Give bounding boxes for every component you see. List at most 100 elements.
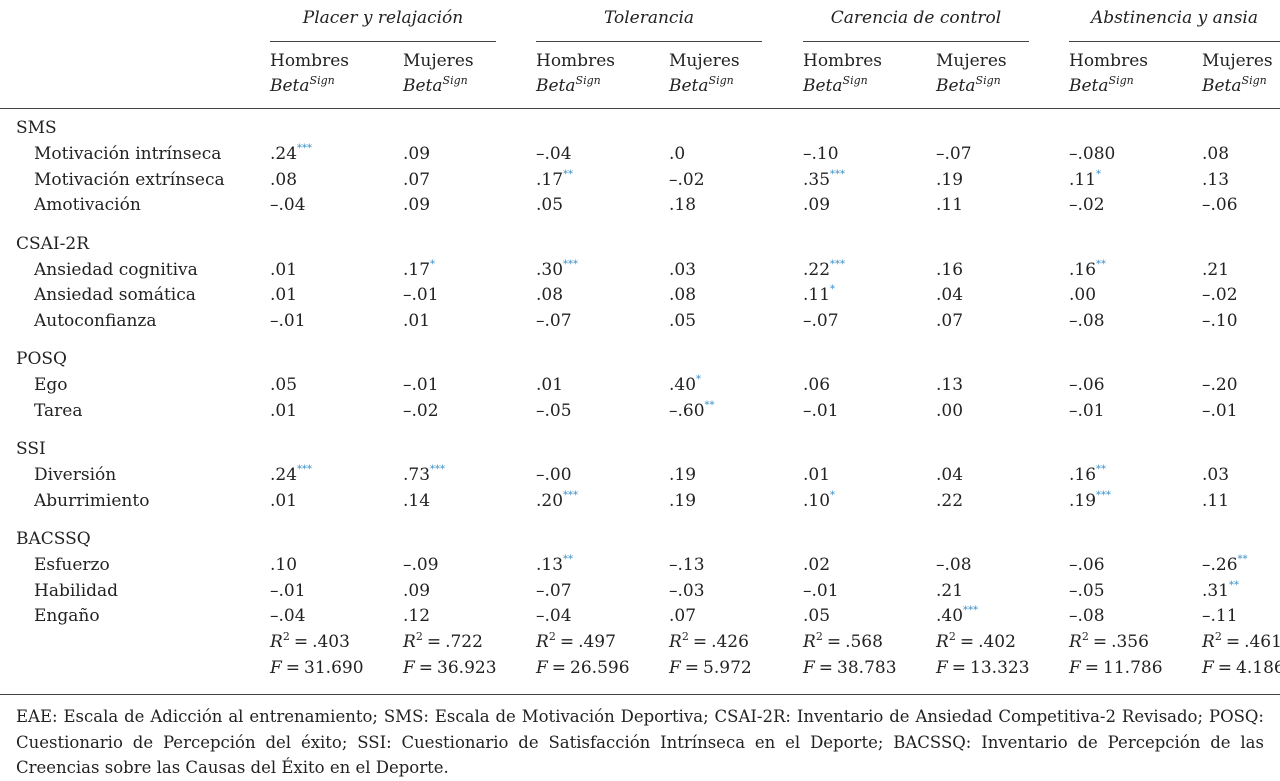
stat-sup: Sign	[708, 74, 734, 87]
r2-exp: 2	[1214, 630, 1222, 644]
cell-value: –.04	[536, 606, 572, 627]
cell: .40*	[669, 374, 701, 398]
r2-symbol: R	[536, 632, 549, 653]
f-value: 31.690	[304, 657, 364, 678]
cell-value: –.05	[536, 400, 572, 421]
cell-value: .24	[270, 465, 298, 486]
r2-symbol: R	[669, 632, 682, 653]
section-label: SSI	[16, 439, 46, 460]
r2-value: .426	[711, 632, 749, 653]
row-label: Motivación intrínseca	[34, 144, 222, 164]
cell: –.10	[803, 144, 839, 164]
cell-value: .22	[936, 490, 964, 511]
cell-value: .01	[270, 490, 298, 511]
significance: **	[1229, 579, 1240, 591]
cell: .08	[536, 285, 563, 305]
cell: .01	[803, 465, 830, 485]
cell-value: –.60	[669, 400, 705, 421]
subgroup-header: Hombres	[536, 51, 615, 71]
equals: =	[1225, 632, 1241, 653]
cell: .02	[803, 555, 830, 575]
r2-cell: R2 = .461	[1202, 630, 1280, 654]
stat-sup: Sign	[842, 74, 868, 87]
significance: *	[1096, 168, 1102, 180]
cell-value: –.02	[403, 400, 439, 421]
equals: =	[285, 657, 301, 678]
equals: =	[426, 632, 442, 653]
stat-sup: Sign	[975, 74, 1001, 87]
cell: .17**	[536, 169, 573, 193]
cell-value: .16	[1069, 465, 1097, 486]
bottom-rule	[0, 694, 1280, 695]
stat-header: BetaSign	[536, 74, 601, 98]
subgroup-header: Mujeres	[1202, 51, 1273, 71]
cell-value: .01	[270, 285, 298, 306]
cell: .12	[403, 606, 430, 626]
cell: –.02	[669, 170, 705, 190]
cell: .01	[270, 401, 297, 421]
cell: .21	[936, 581, 963, 601]
equals: =	[692, 632, 708, 653]
cell-value: –.02	[1069, 195, 1105, 216]
row-label: Motivación extrínseca	[34, 169, 225, 190]
cell-value: –.02	[669, 169, 705, 190]
stat-sup: Sign	[442, 74, 468, 87]
f-cell: F = 38.783	[803, 658, 897, 678]
subgroup-header: Hombres	[1069, 51, 1148, 71]
cell: .09	[403, 144, 430, 164]
cell: .40***	[936, 605, 979, 629]
stat-label: Beta	[803, 76, 843, 96]
significance: **	[1237, 554, 1248, 565]
cell: .18	[669, 195, 696, 215]
cell: .22	[936, 491, 963, 511]
cell-value: –.04	[270, 195, 306, 216]
r2-value: .402	[978, 632, 1016, 653]
cell: .0	[669, 144, 685, 164]
cell: .10	[270, 555, 297, 575]
cell-value: .03	[669, 259, 697, 280]
cell-value: .08	[270, 169, 298, 190]
cell: .19	[669, 465, 696, 485]
cell: –.01	[270, 581, 306, 601]
cell: .30***	[536, 259, 578, 283]
cell: .04	[936, 285, 963, 305]
cell-value: –.06	[1069, 555, 1105, 575]
cell: –.08	[1069, 311, 1105, 331]
cell: .03	[669, 260, 696, 280]
cell-value: –.01	[403, 285, 439, 306]
significance: **	[1096, 258, 1107, 270]
significance: **	[563, 554, 574, 565]
r2-cell: R2 = .722	[403, 630, 483, 654]
cell: .00	[936, 401, 963, 421]
r2-exp: 2	[681, 630, 689, 644]
r2-exp: 2	[548, 630, 556, 644]
cell-value: .10	[270, 555, 298, 575]
cell-value: .04	[936, 465, 964, 486]
cell-value: –.01	[1069, 400, 1105, 421]
r2-exp: 2	[415, 630, 423, 644]
f-symbol: F	[936, 657, 948, 678]
cell: –.07	[803, 311, 839, 331]
cell: –.01	[1069, 401, 1105, 421]
stat-sup: Sign	[309, 74, 335, 87]
subgroup-header: Mujeres	[403, 51, 474, 71]
cell-value: .07	[936, 311, 964, 331]
r2-exp: 2	[948, 630, 956, 644]
cell-value: .40	[669, 375, 697, 396]
cell-value: .01	[536, 375, 564, 396]
cell: .16**	[1069, 464, 1106, 488]
group-rule	[803, 41, 1029, 42]
row-label: Amotivación	[34, 195, 141, 216]
r2-value: .356	[1111, 632, 1149, 653]
f-value: 38.783	[837, 657, 897, 678]
f-cell: F = 4.186	[1202, 658, 1280, 678]
cell-value: .16	[1069, 259, 1097, 280]
stat-sup: Sign	[1241, 74, 1267, 87]
cell: .03	[1202, 465, 1229, 485]
cell-value: –.01	[1202, 400, 1238, 421]
f-value: 36.923	[437, 657, 497, 678]
cell-value: .0	[669, 144, 686, 164]
cell: .14	[403, 491, 430, 511]
f-value: 11.786	[1103, 657, 1163, 678]
significance: ***	[963, 605, 979, 617]
